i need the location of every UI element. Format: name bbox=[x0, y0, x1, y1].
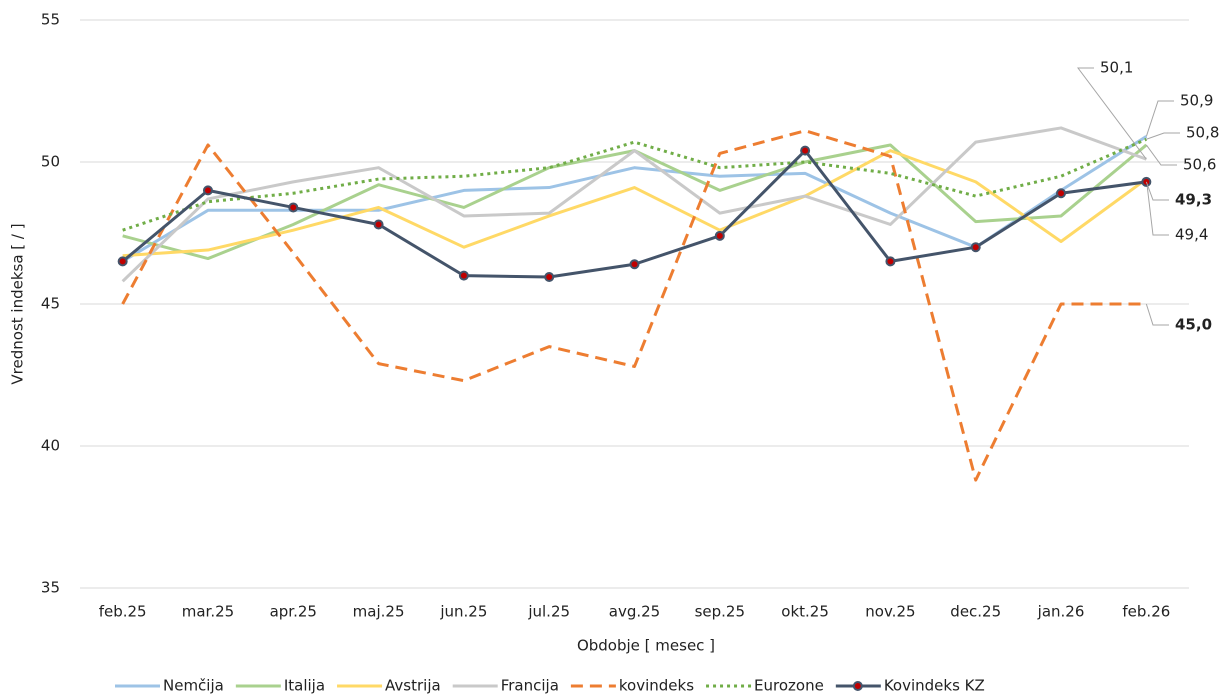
y-tick-label: 55 bbox=[41, 11, 60, 29]
data-label: 50,6 bbox=[1183, 156, 1216, 174]
series-line bbox=[121, 149, 1147, 279]
label-leader bbox=[1077, 67, 1147, 160]
x-tick-label: apr.25 bbox=[270, 603, 317, 621]
x-tick-label: jun.25 bbox=[439, 603, 487, 621]
label-leader bbox=[1145, 303, 1169, 326]
data-label: 50,1 bbox=[1100, 59, 1133, 77]
x-tick-label: maj.25 bbox=[353, 603, 405, 621]
point-marker bbox=[202, 185, 213, 196]
legend-marker bbox=[852, 681, 863, 691]
series-line bbox=[121, 129, 1147, 482]
point-marker bbox=[885, 256, 896, 267]
point-marker bbox=[117, 256, 128, 267]
label-leader bbox=[1145, 100, 1174, 137]
series-line bbox=[121, 135, 1148, 263]
y-axis-label: Vrednost indeksa [ / ] bbox=[9, 223, 27, 384]
point-marker bbox=[288, 202, 299, 213]
x-tick-label: dec.25 bbox=[950, 603, 1001, 621]
series-line bbox=[122, 149, 1148, 258]
x-tick-label: jul.25 bbox=[527, 603, 570, 621]
data-label: 49,3 bbox=[1175, 191, 1212, 209]
x-tick-label: mar.25 bbox=[182, 603, 234, 621]
data-label: 50,9 bbox=[1180, 92, 1213, 110]
point-marker bbox=[970, 242, 981, 253]
x-tick-label: feb.25 bbox=[99, 603, 147, 621]
series-line bbox=[122, 137, 1147, 232]
point-marker bbox=[544, 272, 555, 283]
legend-label: Eurozone bbox=[754, 677, 824, 695]
x-tick-label: nov.25 bbox=[865, 603, 915, 621]
label-leader bbox=[1145, 178, 1169, 236]
label-leader bbox=[1145, 181, 1169, 201]
legend-label: Francija bbox=[501, 677, 559, 695]
data-label: 50,8 bbox=[1186, 124, 1219, 142]
series-line bbox=[121, 126, 1147, 283]
point-marker bbox=[714, 230, 725, 241]
x-tick-label: feb.26 bbox=[1122, 603, 1170, 621]
legend-label: kovindeks bbox=[619, 677, 694, 695]
y-tick-label: 35 bbox=[41, 579, 60, 597]
legend-label: Avstrija bbox=[385, 677, 441, 695]
legend-label: Italija bbox=[284, 677, 325, 695]
point-marker bbox=[629, 259, 640, 270]
x-axis-label: Obdobje [ mesec ] bbox=[577, 637, 715, 655]
point-marker bbox=[458, 270, 469, 281]
x-tick-label: jan.26 bbox=[1037, 603, 1085, 621]
legend-label: Nemčija bbox=[163, 677, 224, 695]
data-label: 45,0 bbox=[1175, 316, 1212, 334]
point-marker bbox=[800, 145, 811, 156]
label-leader bbox=[1145, 144, 1177, 166]
point-marker bbox=[373, 219, 384, 230]
data-label: 49,4 bbox=[1175, 226, 1208, 244]
y-tick-label: 50 bbox=[41, 153, 60, 171]
x-tick-label: avg.25 bbox=[609, 603, 660, 621]
y-tick-label: 45 bbox=[41, 295, 60, 313]
point-marker bbox=[1056, 188, 1067, 199]
y-tick-label: 40 bbox=[41, 437, 60, 455]
legend-label: Kovindeks KZ bbox=[884, 677, 985, 695]
x-tick-label: sep.25 bbox=[695, 603, 745, 621]
x-tick-label: okt.25 bbox=[781, 603, 829, 621]
label-leader bbox=[1146, 132, 1180, 140]
